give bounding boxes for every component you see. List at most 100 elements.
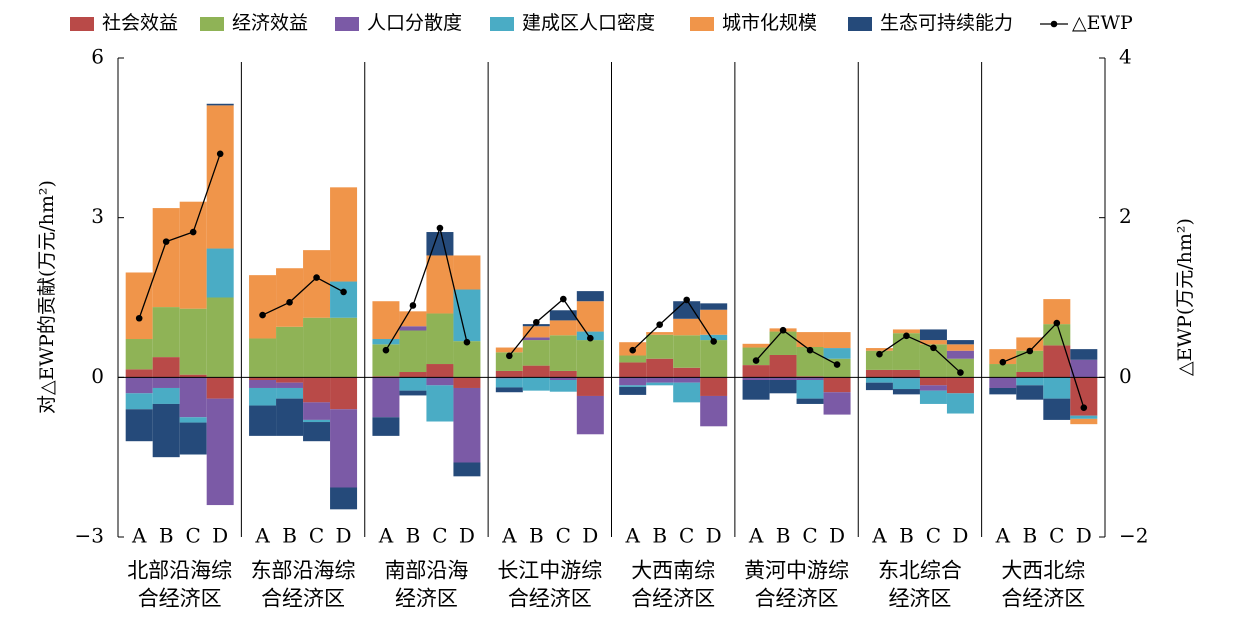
bar-segment xyxy=(453,387,481,463)
bar-segment xyxy=(303,250,331,318)
bar-segment xyxy=(303,377,331,403)
bar-segment xyxy=(1016,350,1044,373)
bar-segment xyxy=(865,348,893,351)
bar-segment xyxy=(399,390,427,396)
bar-segment xyxy=(892,378,920,390)
bar-segment xyxy=(700,303,728,310)
bar-segment xyxy=(372,377,400,418)
legend-label: △EWP xyxy=(1072,12,1133,34)
bar-segment xyxy=(206,105,234,249)
x-tick-label: D xyxy=(706,524,722,548)
ewp-point xyxy=(587,334,594,342)
bar-segment xyxy=(276,387,304,399)
ewp-point xyxy=(135,314,143,322)
bar-segment xyxy=(769,331,797,355)
bar-segment xyxy=(865,382,893,391)
legend-swatch xyxy=(690,17,714,31)
x-tick-label: A xyxy=(624,524,640,548)
ewp-point xyxy=(752,357,760,364)
ewp-point xyxy=(876,350,883,358)
bar-segment xyxy=(796,332,824,347)
bar-segment xyxy=(206,398,234,506)
bar-segment xyxy=(892,369,920,378)
bar-segment xyxy=(796,377,824,380)
group-label: 经济区 xyxy=(395,587,458,611)
ewp-point xyxy=(1026,347,1034,355)
bar-segment xyxy=(1070,415,1098,419)
ewp-point xyxy=(957,369,964,376)
x-tick-label: D xyxy=(829,524,845,548)
bar-segment xyxy=(619,385,647,387)
bar-segment xyxy=(276,377,304,383)
bar-segment xyxy=(495,352,523,371)
bar-segment xyxy=(453,341,481,378)
bar-segment xyxy=(673,301,701,319)
x-tick-label: D xyxy=(582,524,598,548)
x-tick-label: B xyxy=(159,524,174,548)
bar-segment xyxy=(1043,345,1071,378)
bar-segment xyxy=(700,395,728,427)
ewp-line xyxy=(632,298,715,351)
bar-segment xyxy=(549,370,577,378)
bar-segment xyxy=(989,364,1017,378)
bar-segment xyxy=(742,365,770,378)
bar-segment xyxy=(179,417,207,423)
legend-swatch xyxy=(200,17,224,31)
ewp-point xyxy=(533,318,540,326)
bar-segment xyxy=(495,387,523,393)
bar-segment xyxy=(919,329,947,341)
group-label: 合经济区 xyxy=(1001,587,1085,611)
bar-segment xyxy=(125,377,153,394)
bar-segment xyxy=(796,376,824,378)
bar-segment xyxy=(619,362,647,378)
x-tick-label: C xyxy=(802,524,817,548)
bar-segment xyxy=(249,405,277,436)
group-label: 大西南综 xyxy=(631,559,715,583)
ewp-point xyxy=(779,326,787,334)
bar-segment xyxy=(549,335,577,371)
x-tick-label: C xyxy=(432,524,447,548)
ewp-line xyxy=(262,276,344,316)
bar-segment xyxy=(742,347,770,366)
bar-segment xyxy=(673,318,701,336)
bar-segment xyxy=(330,317,358,378)
bar-segment xyxy=(372,339,400,345)
bar-segment xyxy=(946,393,974,414)
bar-segment xyxy=(892,389,920,395)
bar-segment xyxy=(989,387,1017,395)
x-tick-label: C xyxy=(556,524,571,548)
ewp-line xyxy=(1002,321,1085,408)
bar-segment xyxy=(125,393,153,410)
ewp-point xyxy=(436,224,444,232)
bar-segment xyxy=(495,377,523,379)
bar-segment xyxy=(495,347,523,353)
legend-swatch xyxy=(335,17,359,31)
bar-segment xyxy=(152,377,180,388)
group-label: 长江中游综 xyxy=(497,559,602,583)
legend-label: 经济效益 xyxy=(232,12,308,34)
bar-segment xyxy=(946,350,974,359)
bar-segment xyxy=(399,372,427,378)
ewp-point xyxy=(382,346,390,354)
ewp-point xyxy=(833,361,841,368)
group-label: 经济区 xyxy=(888,587,951,611)
group-label: 合经济区 xyxy=(138,587,222,611)
bar-segment xyxy=(522,326,550,338)
legend-marker xyxy=(1050,20,1058,28)
bar-segment xyxy=(249,387,277,406)
bar-segment xyxy=(426,377,454,386)
bar-segment xyxy=(823,392,851,415)
x-tick-label: B xyxy=(282,524,297,548)
bar-segment xyxy=(303,317,331,378)
bar-segment xyxy=(865,350,893,370)
bar-segment xyxy=(179,377,207,418)
ewp-line xyxy=(385,225,468,351)
x-tick-label: A xyxy=(254,524,270,548)
bar-segment xyxy=(769,354,797,378)
bar-segment xyxy=(152,403,180,458)
x-tick-label: A xyxy=(995,524,1011,548)
bar-segment xyxy=(796,398,824,404)
bar-segment xyxy=(673,367,701,378)
legend-label: 人口分散度 xyxy=(367,12,462,34)
group-label: 合经济区 xyxy=(261,587,345,611)
